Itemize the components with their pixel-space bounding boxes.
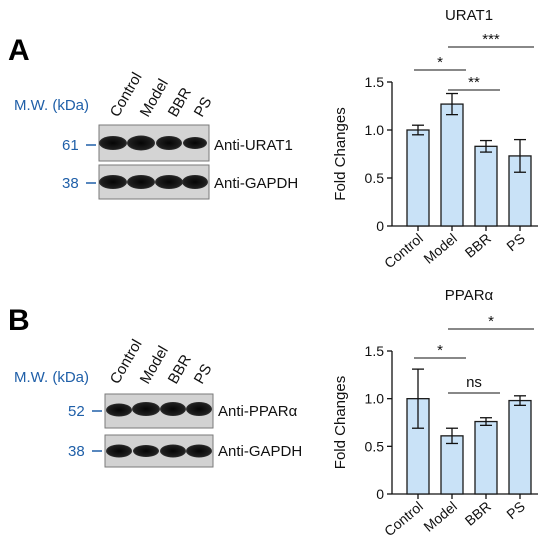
bar bbox=[474, 420, 498, 495]
panel-a-blot-urat1 bbox=[98, 124, 210, 162]
panel-a-mw-label: M.W. (kDa) bbox=[14, 97, 89, 114]
blot-band bbox=[182, 175, 208, 189]
bar bbox=[508, 399, 532, 495]
panel-b-lane-label: BBR bbox=[165, 352, 195, 387]
blot-band bbox=[155, 175, 183, 189]
panel-b-lane-label: PS bbox=[191, 361, 216, 387]
bar bbox=[474, 145, 498, 227]
x-tick-label: PS bbox=[503, 230, 528, 254]
y-tick-label: 1.0 bbox=[365, 391, 385, 407]
panel-b-antibody-1: Anti-PPARα bbox=[218, 403, 298, 420]
blot-band bbox=[133, 445, 159, 457]
y-tick-label: 1.5 bbox=[365, 343, 385, 359]
panel-a-mw-38: 38 bbox=[62, 175, 79, 192]
panel-a-lane-label: BBR bbox=[165, 85, 195, 120]
blot-band bbox=[99, 136, 127, 150]
panel-a-letter: A bbox=[8, 34, 30, 67]
significance-label: ** bbox=[468, 74, 480, 91]
blot-band bbox=[186, 444, 212, 458]
y-tick-label: 0.5 bbox=[365, 438, 385, 454]
blot-band bbox=[106, 403, 132, 417]
chart-title: PPARα bbox=[445, 287, 494, 304]
y-tick-label: 0.5 bbox=[365, 170, 385, 186]
x-tick-label: Control bbox=[381, 230, 426, 271]
blot-band bbox=[160, 402, 186, 416]
y-tick-label: 0 bbox=[376, 218, 384, 234]
panel-b-mw-38: 38 bbox=[68, 443, 85, 460]
x-tick-label: BBR bbox=[462, 230, 494, 261]
panel-b-mw-52: 52 bbox=[68, 403, 85, 420]
panel-a-mw-61: 61 bbox=[62, 137, 79, 154]
y-tick-label: 1.0 bbox=[365, 122, 385, 138]
significance-label: * bbox=[437, 342, 443, 359]
blot-band bbox=[183, 137, 207, 149]
blot-band bbox=[127, 135, 155, 151]
significance-label: *** bbox=[482, 31, 500, 48]
panel-a-antibody-2: Anti-GAPDH bbox=[214, 175, 298, 192]
y-axis-label: Fold Changes bbox=[332, 107, 349, 200]
blot-band bbox=[99, 175, 127, 189]
y-tick-label: 0 bbox=[376, 486, 384, 502]
y-tick-label: 1.5 bbox=[365, 74, 385, 90]
blot-band bbox=[160, 444, 186, 458]
panel-b-letter: B bbox=[8, 304, 30, 337]
significance-label: ns bbox=[466, 374, 482, 391]
panel-b-blot-ppara bbox=[104, 393, 214, 429]
panel-b-mw-label: M.W. (kDa) bbox=[14, 369, 89, 386]
blot-band bbox=[106, 444, 132, 458]
panel-a-antibody-1: Anti-URAT1 bbox=[214, 137, 293, 154]
x-tick-label: Control bbox=[381, 498, 426, 539]
x-tick-label: BBR bbox=[462, 498, 494, 529]
blot-band bbox=[186, 402, 212, 416]
chart-title: URAT1 bbox=[445, 7, 493, 24]
panel-a-lane-label: PS bbox=[191, 94, 216, 120]
blot-band bbox=[156, 136, 182, 150]
blot-band bbox=[132, 402, 160, 416]
x-tick-label: PS bbox=[503, 498, 528, 522]
significance-label: * bbox=[488, 313, 494, 330]
panel-a-blot-gapdh bbox=[98, 164, 210, 200]
bar bbox=[440, 435, 464, 495]
panel-b-blot-gapdh bbox=[104, 434, 214, 468]
bar bbox=[440, 103, 464, 227]
y-axis-label: Fold Changes bbox=[332, 376, 349, 469]
x-tick-label: Model bbox=[420, 230, 460, 267]
panel-b-antibody-2: Anti-GAPDH bbox=[218, 443, 302, 460]
significance-label: * bbox=[437, 54, 443, 71]
x-tick-label: Model bbox=[420, 498, 460, 535]
bar bbox=[406, 129, 430, 227]
blot-band bbox=[127, 175, 155, 189]
